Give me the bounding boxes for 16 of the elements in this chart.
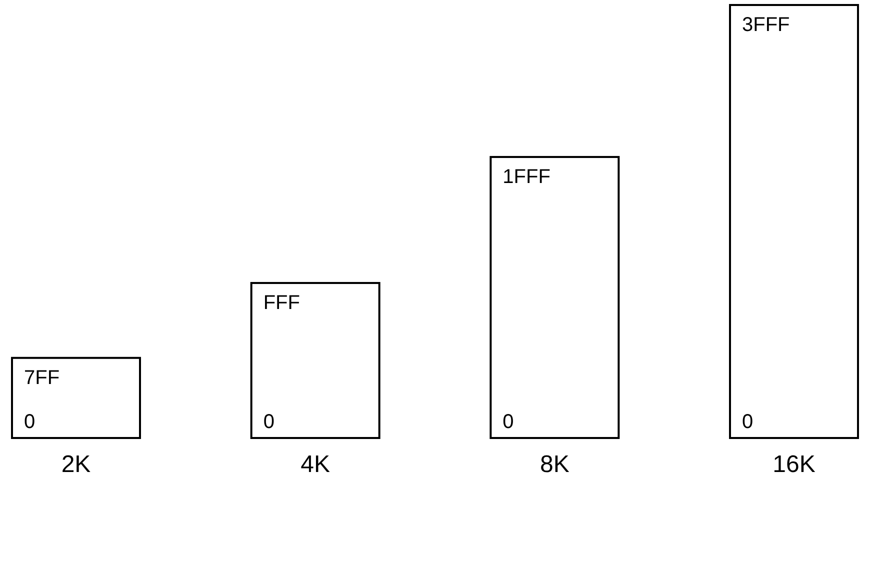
bar	[250, 282, 380, 439]
x-tick-label: 8K	[540, 451, 570, 478]
bar	[729, 4, 859, 439]
annotation: 0	[742, 411, 754, 433]
x-tick-label: 4K	[300, 451, 330, 478]
annotation: 0	[502, 411, 514, 433]
text: FFF	[263, 292, 300, 314]
x-tick-label: 16K	[772, 451, 816, 478]
text: 3FFF	[742, 14, 790, 36]
text: 1FFF	[502, 166, 550, 188]
bar	[490, 156, 620, 439]
text: 7FF	[24, 366, 60, 389]
x-tick-label: 2K	[61, 451, 91, 478]
annotation: 0	[263, 411, 274, 433]
annotation: 0	[24, 411, 36, 433]
bar	[11, 356, 141, 439]
